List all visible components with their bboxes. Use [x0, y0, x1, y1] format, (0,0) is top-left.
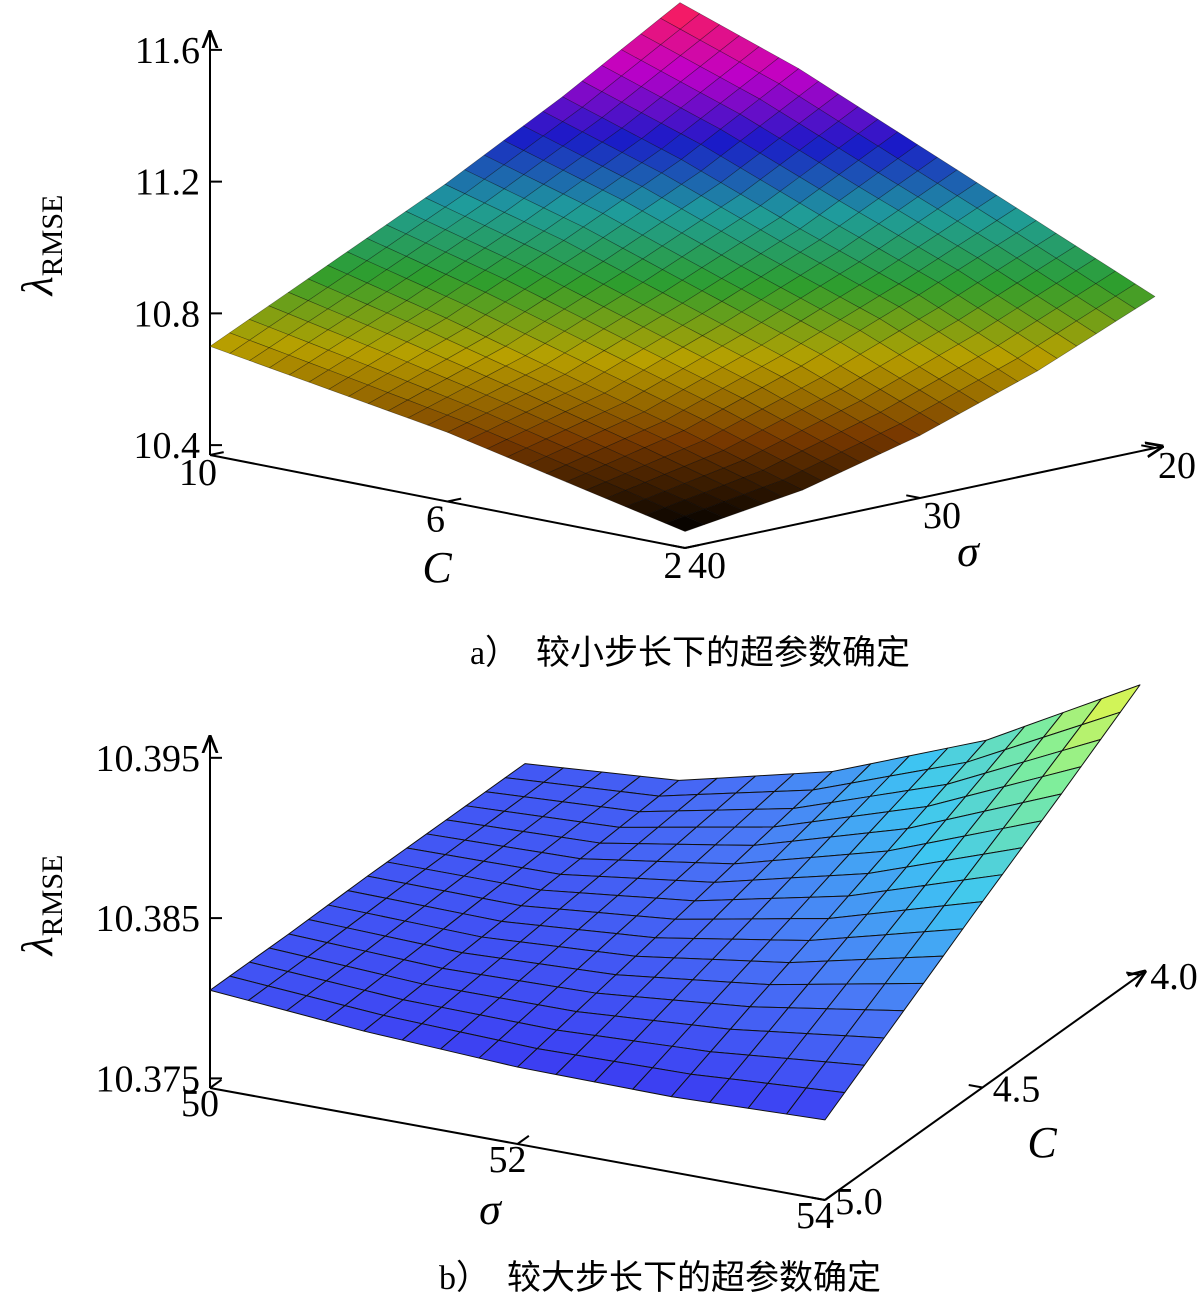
surface-patch	[269, 354, 310, 376]
x-tick-label: 50	[181, 1083, 219, 1125]
y-axis	[684, 447, 1162, 549]
z-axis-label: λRMSE	[13, 195, 69, 298]
y-tick	[811, 1196, 826, 1201]
z-tick-label: 10.8	[134, 293, 201, 335]
y-tick	[968, 1084, 983, 1089]
caption: b） 较大步长下的超参数确定	[439, 1259, 881, 1297]
y-tick-label: 4.0	[1150, 956, 1198, 998]
x-tick-label: 10	[179, 452, 217, 494]
surface-patch	[209, 332, 250, 354]
y-tick	[906, 494, 921, 499]
z-tick-label: 10.385	[96, 898, 201, 940]
x-tick	[516, 1135, 530, 1145]
y-axis	[824, 972, 1145, 1201]
z-axis-symbol: λ	[13, 276, 62, 297]
surface-patch	[605, 490, 646, 508]
surface-patch	[786, 1087, 846, 1121]
y-tick	[671, 544, 686, 549]
surface-patch	[249, 347, 290, 369]
z-axis-subscript: RMSE	[36, 195, 69, 277]
surface-chart: 10.375 10.385 10.395 50 52 54 4.0 4.5 5.0 σ CλRMSE…	[13, 684, 1198, 1297]
surface-patch	[526, 456, 567, 474]
y-tick-label: 40	[688, 545, 726, 587]
z-axis-label: λRMSE	[13, 855, 69, 958]
y-tick	[1126, 971, 1141, 976]
surface-patch	[664, 515, 705, 532]
z-axis-subscript: RMSE	[36, 855, 69, 937]
x-tick	[209, 1079, 222, 1089]
x-axis-label: σ	[479, 1185, 503, 1234]
y-tick-label: 20	[1158, 445, 1196, 487]
z-tick-label: 10.4	[134, 425, 201, 467]
y-tick-label: 30	[923, 495, 961, 537]
surface-chart: 10.4 10.8 11.2 11.6 2 6 10 20 30 40 C σ λRMSE a） 较小步长…	[13, 2, 1196, 672]
z-tick-label: 10.395	[96, 738, 201, 780]
surface-patch	[506, 447, 547, 466]
surface-patch	[387, 399, 428, 419]
x-tick-label: 52	[489, 1139, 527, 1181]
x-tick-label: 6	[426, 499, 445, 541]
z-axis-symbol: λ	[13, 936, 62, 957]
x-axis-label: C	[422, 543, 452, 592]
caption: a） 较小步长下的超参数确定	[470, 634, 910, 672]
z-tick-label: 10.375	[96, 1058, 201, 1100]
y-tick-label: 4.5	[993, 1069, 1041, 1111]
x-tick-label: 54	[796, 1195, 834, 1237]
surface-patch	[288, 362, 329, 383]
x-tick	[209, 451, 224, 456]
surface-patch	[368, 392, 409, 412]
y-tick	[1141, 444, 1156, 449]
surface-patch	[308, 369, 349, 390]
z-tick-label: 11.2	[135, 162, 200, 204]
x-tick-label: 2	[664, 545, 683, 587]
surface-patch	[229, 339, 270, 361]
x-tick	[824, 1191, 837, 1201]
y-axis-label: σ	[957, 527, 981, 576]
y-axis-label: C	[1027, 1118, 1057, 1167]
z-tick-label: 11.6	[135, 30, 200, 72]
y-tick-label: 5.0	[835, 1181, 883, 1223]
surface-patch	[328, 377, 369, 397]
x-tick	[447, 497, 462, 503]
x-tick	[684, 544, 699, 549]
